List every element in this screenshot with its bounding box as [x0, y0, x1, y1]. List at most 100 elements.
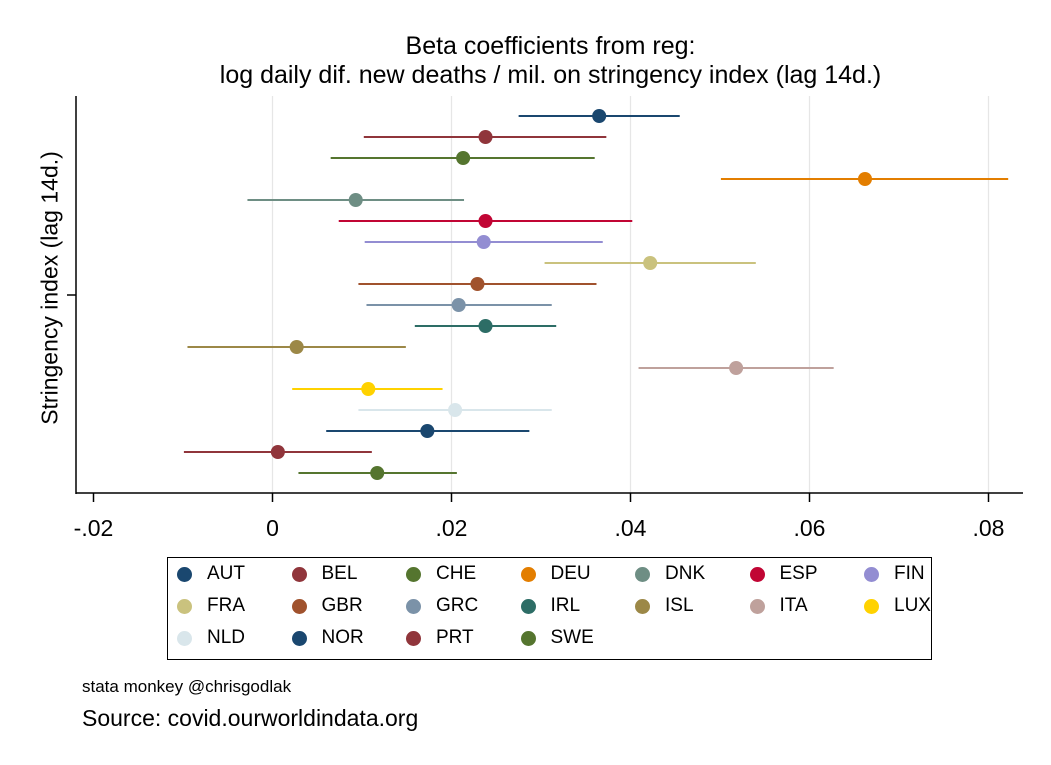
legend-label: DEU — [550, 563, 591, 584]
legend-item-nor: NOR — [291, 627, 364, 649]
series-nor — [326, 424, 530, 438]
legend-item-ita: ITA — [749, 595, 808, 617]
legend-marker — [635, 598, 650, 614]
legend-label: BEL — [321, 563, 358, 584]
chart-subtitle: log daily dif. new deaths / mil. on stri… — [219, 61, 882, 89]
source-note: Source: covid.ourworldindata.org — [82, 705, 419, 731]
legend-label: NOR — [321, 627, 364, 648]
point-dnk — [348, 193, 363, 207]
series-bel — [363, 130, 607, 144]
point-fra — [643, 256, 658, 270]
legend-label: FIN — [894, 563, 925, 584]
series-lux — [292, 382, 443, 396]
point-esp — [478, 214, 493, 228]
x-tick-label: .06 — [794, 515, 826, 541]
legend-marker — [406, 630, 421, 646]
x-tick-label: -.02 — [74, 515, 114, 541]
legend-marker — [177, 566, 192, 582]
point-prt — [270, 445, 285, 459]
legend-item-deu: DEU — [520, 563, 591, 585]
legend-marker — [291, 630, 307, 646]
legend-marker — [749, 598, 765, 614]
legend-marker — [520, 630, 536, 646]
legend-item-aut: AUT — [177, 563, 245, 585]
legend-item-bel: BEL — [291, 563, 358, 585]
series-che — [330, 151, 595, 165]
legend-label: NLD — [207, 627, 246, 648]
y-axis-label: Stringency index (lag 14d.) — [36, 151, 63, 425]
legend-item-isl: ISL — [635, 595, 694, 617]
series-dnk — [247, 193, 465, 207]
series-deu — [720, 172, 1009, 186]
x-tick-label: 0 — [266, 515, 279, 541]
series-isl — [187, 340, 406, 354]
point-grc — [451, 298, 466, 312]
series-fin — [364, 235, 603, 249]
legend-item-lux: LUX — [864, 595, 931, 617]
point-nor — [420, 424, 435, 438]
legend-label: GBR — [321, 595, 363, 616]
series-swe — [298, 466, 457, 480]
legend-item-irl: IRL — [520, 595, 581, 617]
legend-marker — [520, 598, 536, 614]
legend-label: PRT — [436, 627, 474, 648]
series-gbr — [358, 277, 597, 291]
series-marks — [183, 109, 1009, 480]
legend-item-nld: NLD — [177, 627, 245, 649]
point-swe — [370, 466, 385, 480]
legend-marker — [406, 598, 421, 614]
legend-marker — [406, 566, 421, 582]
series-aut — [518, 109, 680, 123]
chart-title: Beta coefficients from reg: — [405, 32, 696, 60]
point-che — [456, 151, 471, 165]
legend-label: ISL — [665, 595, 694, 616]
x-tick-label: .04 — [615, 515, 647, 541]
legend-label: LUX — [894, 595, 931, 616]
legend-item-swe: SWE — [520, 627, 594, 649]
point-ita — [729, 361, 744, 375]
legend-marker — [749, 566, 765, 582]
series-ita — [638, 361, 834, 375]
legend-marker — [864, 566, 879, 582]
legend-label: DNK — [665, 563, 706, 584]
legend-item-gbr: GBR — [291, 595, 363, 617]
legend-marker — [177, 598, 192, 614]
legend-item-esp: ESP — [749, 563, 818, 585]
credit-note: stata monkey @chrisgodlak — [82, 677, 292, 696]
legend-label: FRA — [207, 595, 245, 616]
legend-item-fra: FRA — [177, 595, 245, 617]
legend-item-grc: GRC — [406, 595, 478, 617]
point-isl — [289, 340, 304, 354]
legend-marker — [864, 598, 879, 614]
axes: -.02 0 .02 .04 .06 .08 — [67, 96, 1023, 541]
grid-lines — [271, 96, 990, 493]
legend-item-dnk: DNK — [635, 563, 705, 585]
point-fin — [476, 235, 491, 249]
legend-item-che: CHE — [406, 563, 476, 585]
legend-label: AUT — [207, 563, 245, 584]
legend-label: ITA — [779, 595, 808, 616]
legend-marker — [291, 598, 307, 614]
series-irl — [414, 319, 557, 333]
point-deu — [857, 172, 872, 186]
point-lux — [361, 382, 376, 396]
point-irl — [478, 319, 493, 333]
x-tick-label: .08 — [973, 515, 1005, 541]
legend-label: SWE — [550, 627, 594, 648]
point-bel — [478, 130, 493, 144]
legend-marker — [177, 630, 192, 646]
x-tick-label: .02 — [436, 515, 468, 541]
legend-label: IRL — [550, 595, 581, 616]
series-esp — [338, 214, 633, 228]
series-grc — [366, 298, 552, 312]
series-nld — [358, 403, 552, 417]
legend-label: GRC — [436, 595, 479, 616]
legend-item-prt: PRT — [406, 627, 474, 649]
legend-marker — [520, 566, 536, 582]
point-gbr — [470, 277, 485, 291]
legend-item-fin: FIN — [864, 563, 925, 585]
legend-marker — [291, 566, 307, 582]
legend-label: CHE — [436, 563, 477, 584]
legend: AUT BEL CHE DEU DNK ESP FIN FRA GBR GRC IRL ISL ITA L… — [167, 557, 932, 660]
